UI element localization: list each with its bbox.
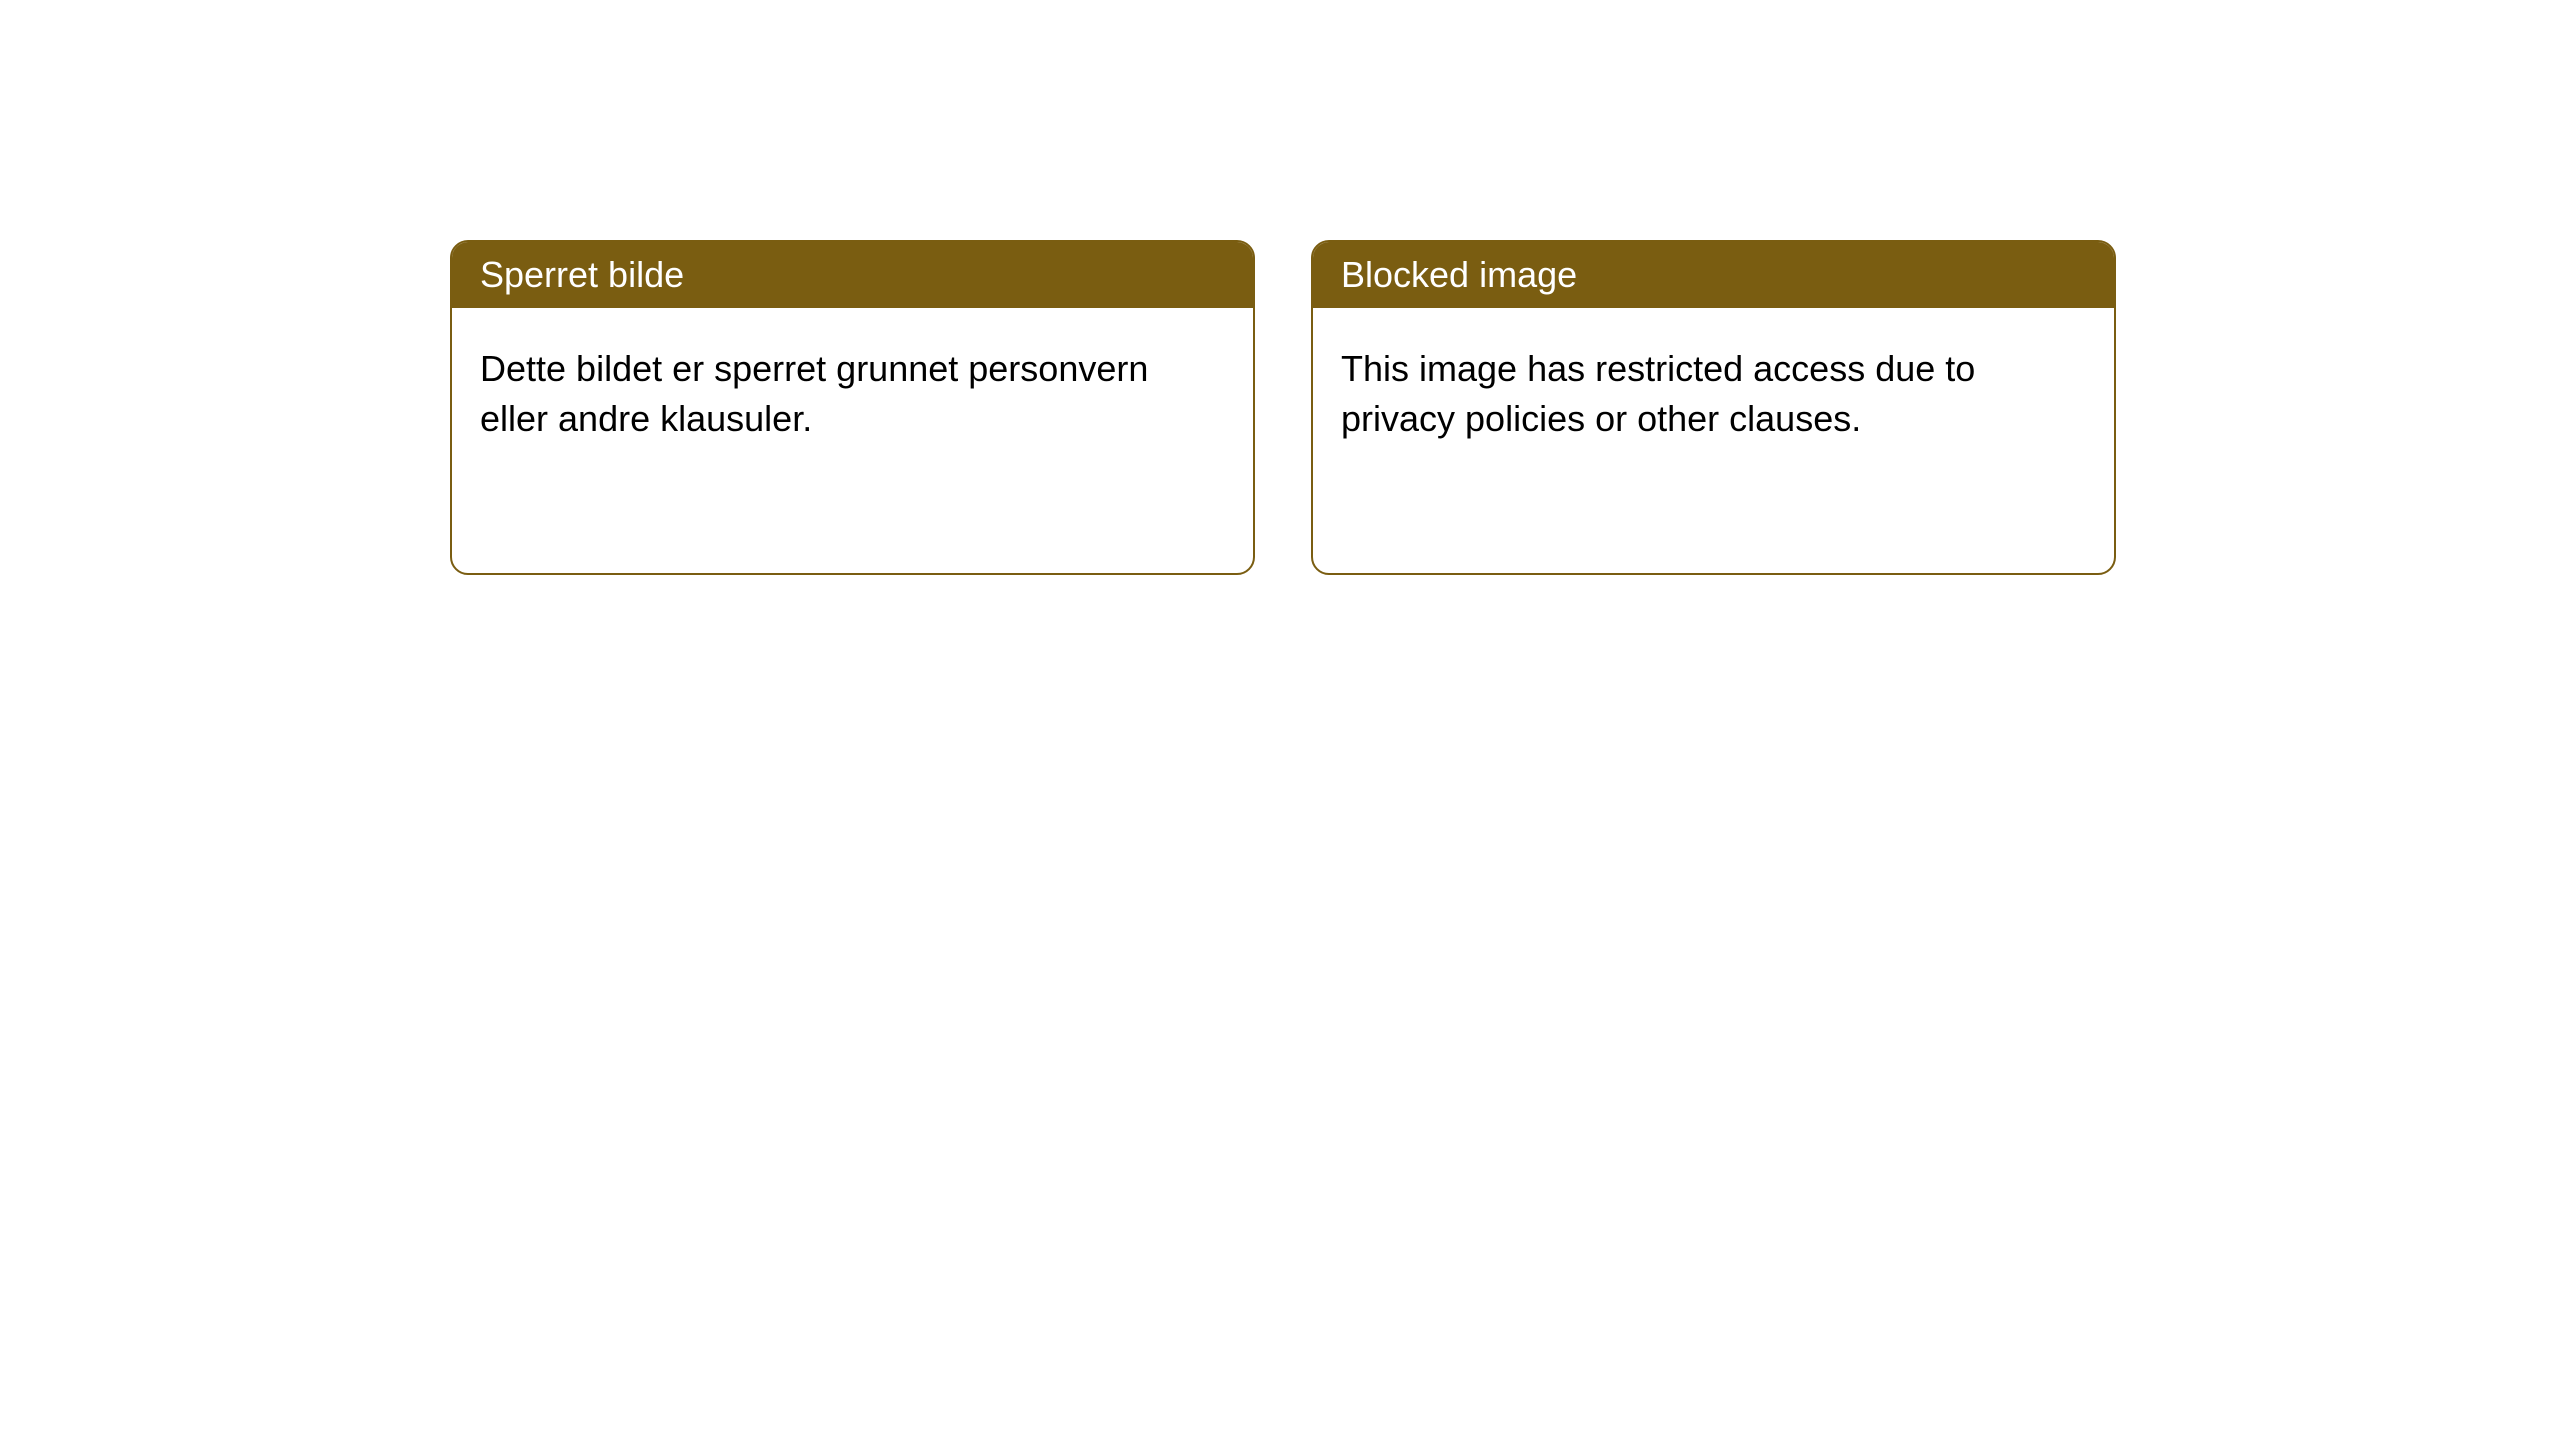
card-body-text: Dette bildet er sperret grunnet personve… — [480, 348, 1148, 439]
card-body-text: This image has restricted access due to … — [1341, 348, 1975, 439]
notice-cards-container: Sperret bilde Dette bildet er sperret gr… — [450, 240, 2560, 575]
card-title: Sperret bilde — [480, 254, 684, 295]
card-header: Blocked image — [1313, 242, 2114, 308]
card-body: Dette bildet er sperret grunnet personve… — [452, 308, 1253, 481]
notice-card-norwegian: Sperret bilde Dette bildet er sperret gr… — [450, 240, 1255, 575]
card-header: Sperret bilde — [452, 242, 1253, 308]
card-title: Blocked image — [1341, 254, 1577, 295]
notice-card-english: Blocked image This image has restricted … — [1311, 240, 2116, 575]
card-body: This image has restricted access due to … — [1313, 308, 2114, 481]
